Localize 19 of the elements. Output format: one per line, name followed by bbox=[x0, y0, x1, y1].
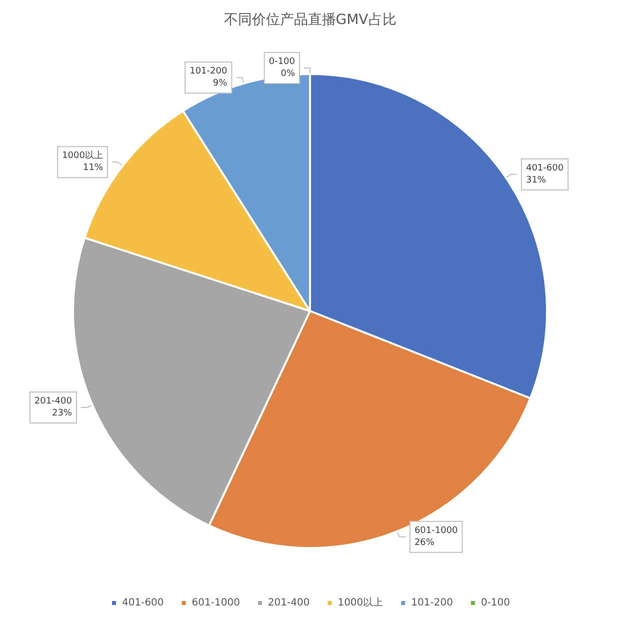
data-label: 11% bbox=[82, 163, 104, 174]
chart-title: 不同价位产品直播GMV占比 bbox=[224, 12, 396, 28]
slice-label: 601-1000 bbox=[414, 526, 458, 536]
legend-label: 0-100 bbox=[480, 598, 510, 608]
data-label: 26% bbox=[414, 538, 435, 548]
legend-label: 101-200 bbox=[411, 598, 453, 608]
data-label: 31% bbox=[526, 175, 546, 186]
legend-label: 601-1000 bbox=[192, 598, 240, 608]
category-label: 0-100 bbox=[268, 57, 295, 67]
data-label: 9% bbox=[212, 78, 228, 89]
slice-label: 201-400 bbox=[34, 396, 72, 407]
slice-label: 1000以上 bbox=[62, 150, 103, 162]
slice-label: 101-200 bbox=[190, 66, 228, 77]
data-label: 23% bbox=[52, 408, 72, 419]
slice-label: 401-600 bbox=[526, 163, 564, 174]
legend-label: 1000以上 bbox=[338, 596, 384, 608]
legend-label: 201-400 bbox=[268, 598, 310, 608]
text: 0% bbox=[280, 69, 295, 79]
legend-label: 401-600 bbox=[122, 598, 164, 608]
